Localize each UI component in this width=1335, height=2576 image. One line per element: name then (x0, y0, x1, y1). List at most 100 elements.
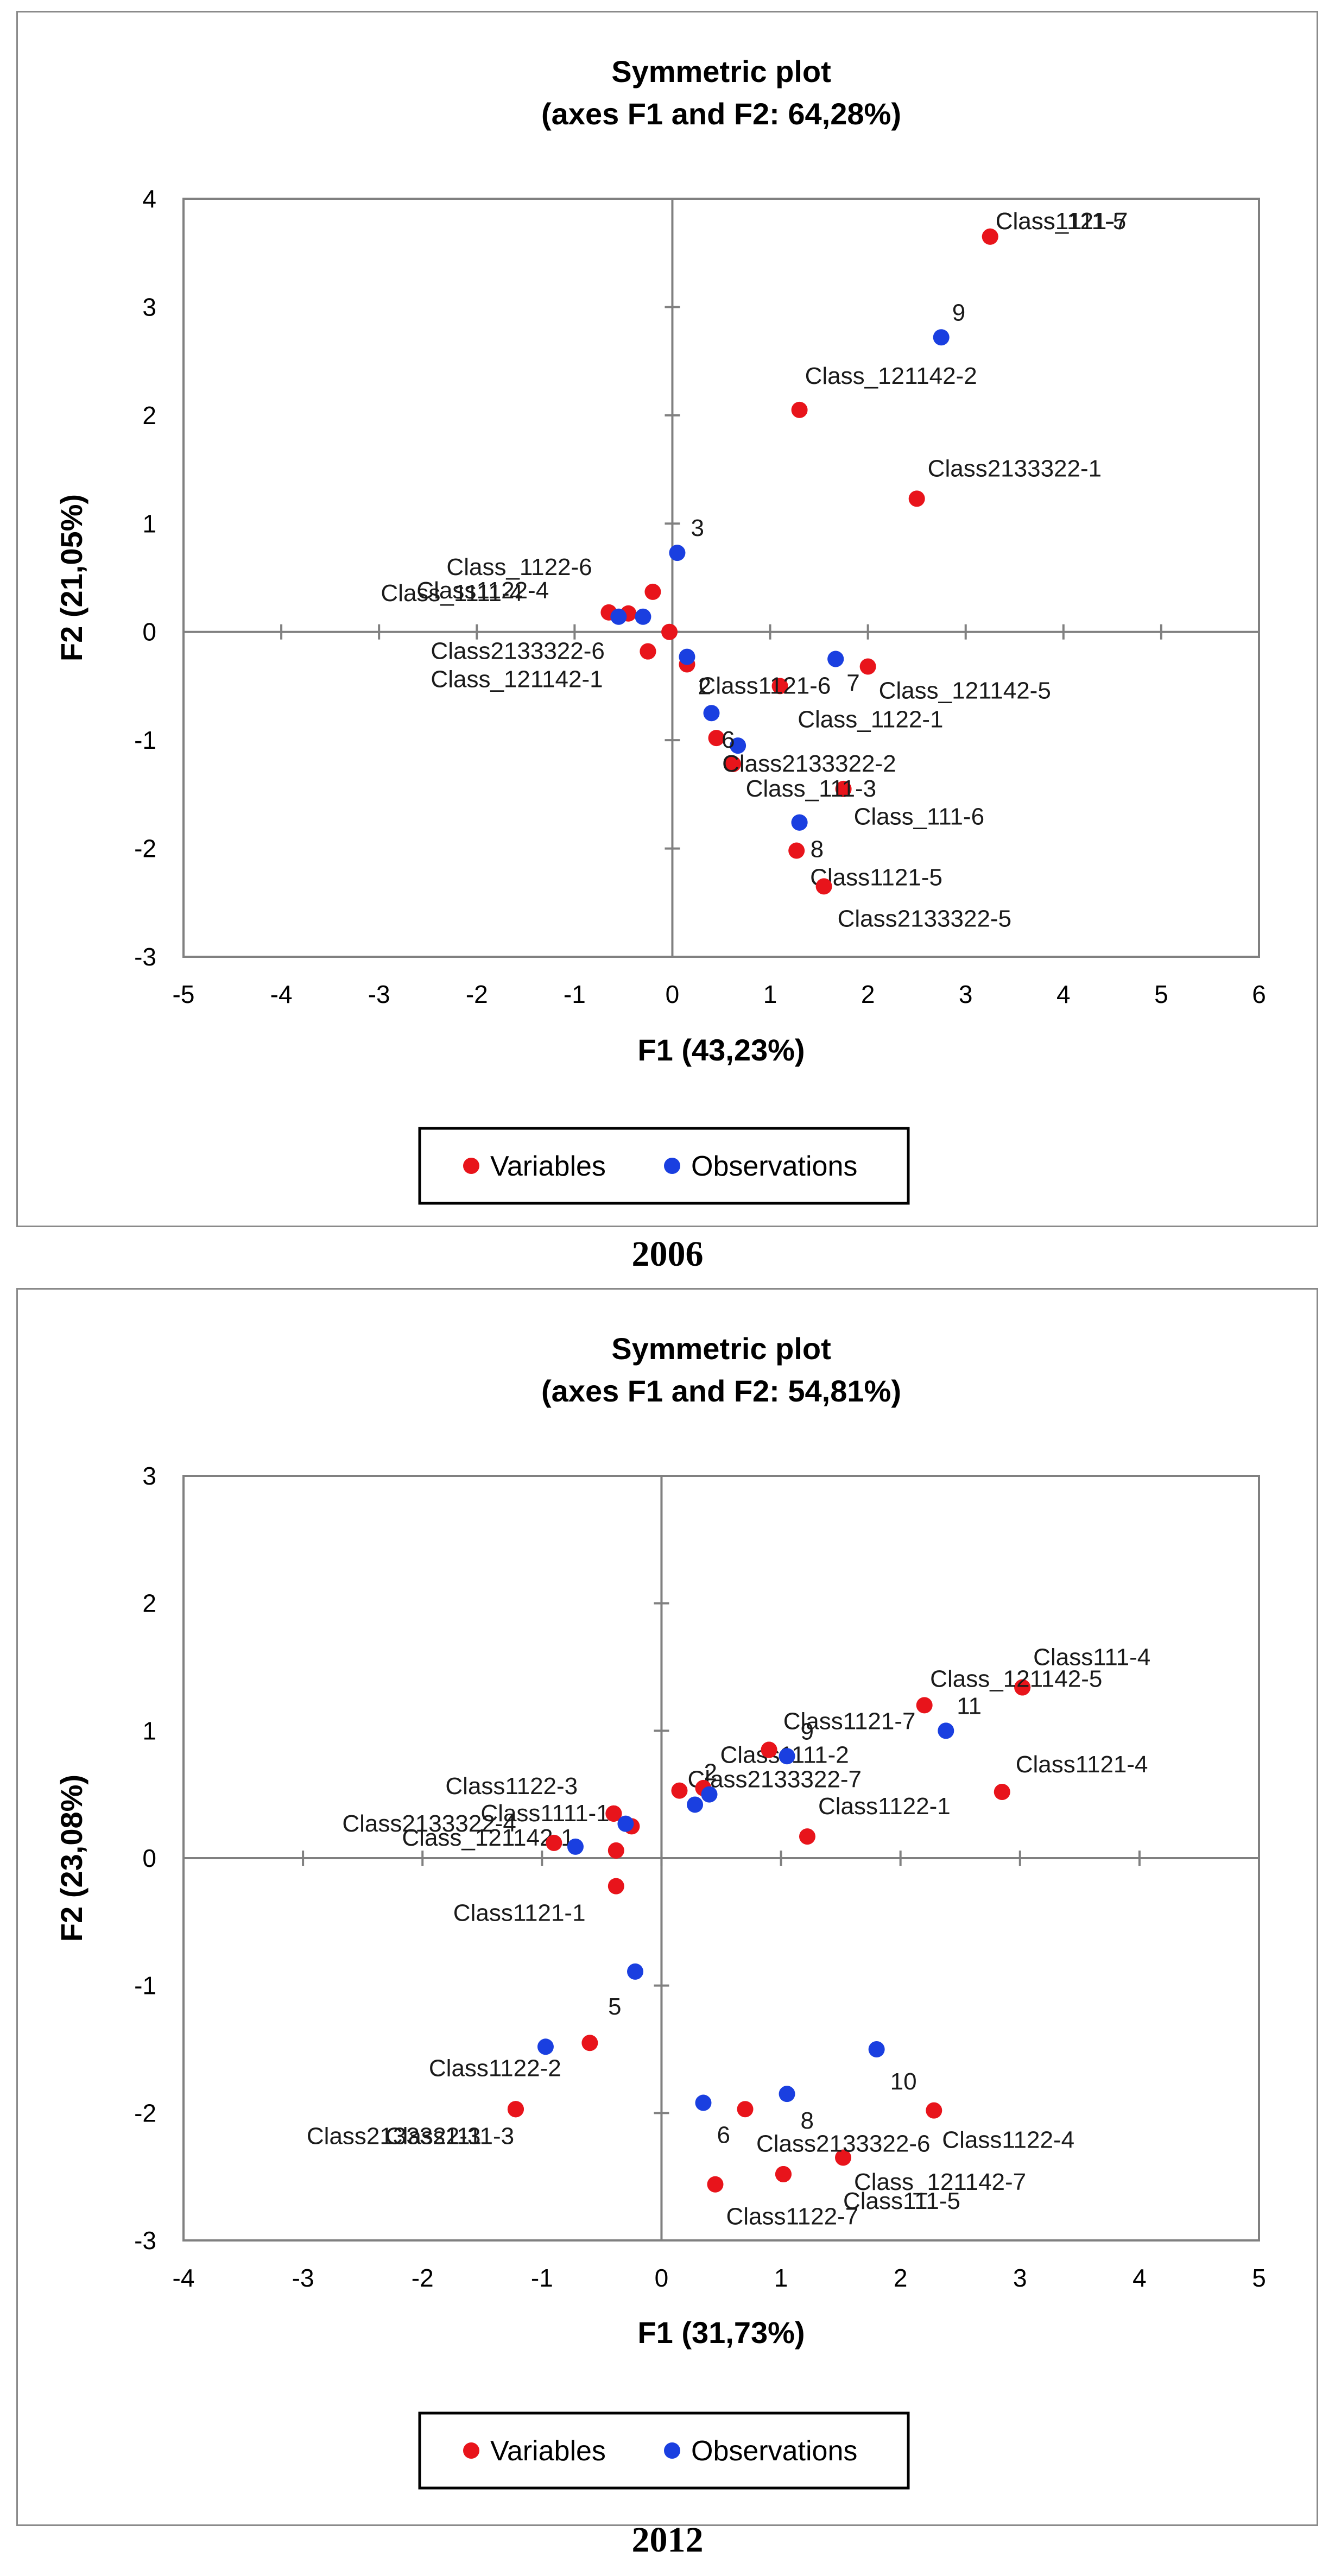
variable-point-label: Class2133322-3 (307, 2123, 480, 2149)
chart-subtitle: (axes F1 and F2: 54,81%) (541, 1374, 901, 1408)
observation-point-label: 6 (722, 727, 735, 753)
legend-variables-marker (463, 1158, 479, 1174)
variable-point-label: Class1122-7 (726, 2204, 858, 2230)
variable-point (926, 2102, 942, 2119)
variable-point (708, 730, 725, 747)
x-tick-label: 0 (655, 2264, 669, 2292)
chart-panel-2006: Symmetric plot (axes F1 and F2: 64,28%) -5… (16, 11, 1318, 1227)
x-tick-label: -2 (412, 2264, 434, 2292)
observation-point (730, 737, 746, 754)
chart-panel-2012: Symmetric plot (axes F1 and F2: 54,81%) -4… (16, 1288, 1318, 2526)
y-tick-label: 1 (142, 509, 156, 538)
variable-point-label: Class_121142-5 (879, 678, 1051, 704)
y-tick-label: 2 (142, 1589, 156, 1618)
observation-point-label: 7 (846, 670, 859, 697)
x-tick-label: 2 (894, 2264, 908, 2292)
y-tick-label: 0 (142, 618, 156, 646)
observation-point-label: 6 (717, 2122, 730, 2149)
observation-point (695, 2094, 712, 2111)
chart-title: Symmetric plot (611, 1331, 831, 1366)
variable-point-label: Class1111-3 (385, 2123, 514, 2149)
observation-point (610, 608, 627, 625)
variable-point-label: Class2133322-2 (722, 750, 896, 777)
observation-point (779, 2086, 795, 2103)
legend-observations-marker (664, 1158, 680, 1174)
observation-point-label: 10 (890, 2068, 917, 2095)
observation-point (679, 648, 695, 665)
x-tick-label: -4 (270, 980, 293, 1008)
observation-point (933, 329, 950, 346)
variable-point (640, 643, 656, 660)
variable-point-label: Class1122-4 (942, 2127, 1074, 2154)
figure-caption-2012: 2012 (631, 2520, 704, 2560)
y-tick-label: 4 (142, 185, 156, 213)
y-tick-label: -1 (134, 1972, 156, 2000)
x-tick-label: -3 (292, 2264, 314, 2292)
variable-point (737, 2101, 754, 2118)
variable-point (507, 2101, 524, 2118)
y-tick-label: -2 (134, 835, 156, 863)
variable-point-label: Class1121-4 (1016, 1751, 1148, 1778)
x-tick-label: 3 (959, 980, 973, 1008)
observation-point (567, 1838, 584, 1855)
variable-point (546, 1834, 562, 1851)
observation-point-label: Class_111-6 (854, 804, 985, 830)
x-tick-label: 5 (1154, 980, 1168, 1008)
variable-point-label: Class_121142-1 (431, 666, 603, 693)
observation-point (617, 1815, 634, 1832)
variable-point-label: Class_121142-1 (402, 1824, 574, 1851)
chart-title: Symmetric plot (611, 54, 831, 89)
x-axis-title: F1 (31,73%) (637, 2315, 805, 2350)
variable-point-label: Class_121142-5 (930, 1666, 1102, 1693)
observation-point (868, 2041, 885, 2057)
observation-point (669, 545, 686, 561)
variable-point (608, 1878, 624, 1895)
variable-point (982, 228, 998, 245)
variable-point-label: Class2133322-1 (928, 455, 1102, 482)
variable-point-label: Class2133322-4 (342, 1810, 516, 1837)
y-tick-label: 3 (142, 1462, 156, 1490)
variable-point (916, 1697, 933, 1714)
x-tick-label: 1 (763, 980, 777, 1008)
y-tick-label: 0 (142, 1844, 156, 1872)
variable-point (835, 780, 852, 797)
x-axis-title: F1 (43,23%) (637, 1033, 805, 1067)
x-tick-label: -1 (564, 980, 586, 1008)
y-tick-label: -2 (134, 2099, 156, 2127)
variable-point (791, 401, 808, 418)
plot-frame (182, 198, 1260, 958)
variable-point-label: Class1122-3 (445, 1773, 578, 1800)
x-tick-label: 3 (1013, 2264, 1027, 2292)
scatter-chart-2006: Symmetric plot (axes F1 and F2: 64,28%) -5… (54, 54, 1266, 1205)
variable-point (815, 878, 832, 895)
legend-observations-marker (664, 2442, 680, 2459)
observation-point-label: 9 (952, 299, 965, 326)
observation-point-label: Class_1122-1 (798, 706, 943, 733)
observation-point (791, 814, 808, 831)
variable-point (835, 2149, 852, 2166)
observation-point (635, 608, 651, 625)
observation-point (938, 1722, 954, 1739)
variable-point (761, 1741, 777, 1758)
variable-point (725, 756, 742, 773)
x-tick-label: -5 (173, 980, 195, 1008)
observation-point (627, 1963, 644, 1980)
variable-point-label: Class_121142-7 (854, 2169, 1026, 2195)
observation-point-label: 9 (801, 1718, 814, 1745)
observation-point-label: 3 (691, 515, 704, 541)
observation-point-label: 8 (801, 2107, 814, 2134)
variable-point (775, 2165, 792, 2182)
y-tick-label: -3 (134, 943, 156, 971)
variable-point (799, 1828, 815, 1845)
variable-point (788, 842, 805, 859)
y-tick-label: 1 (142, 1716, 156, 1745)
variable-point-label: Class_121142-2 (805, 363, 977, 389)
x-tick-label: 0 (666, 980, 680, 1008)
x-tick-label: -3 (368, 980, 390, 1008)
variable-point (908, 490, 925, 507)
observation-point (537, 2038, 554, 2055)
variable-point-label: Class_111-3 (746, 775, 877, 802)
x-tick-label: 5 (1252, 2264, 1266, 2292)
variable-point-label: Class1121-6 (699, 672, 831, 699)
observation-point (687, 1796, 704, 1813)
